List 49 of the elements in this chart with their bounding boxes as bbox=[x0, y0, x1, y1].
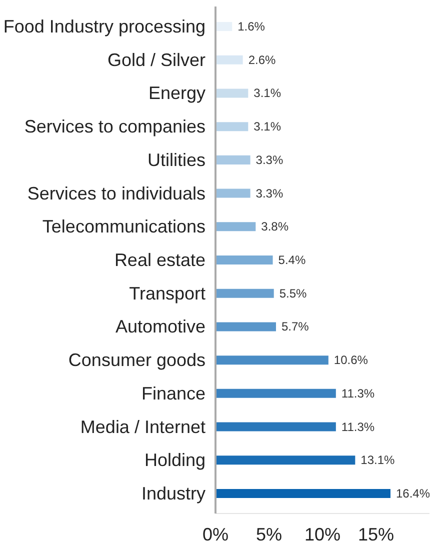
y-tick-label: Energy bbox=[148, 83, 206, 104]
data-label: 13.1% bbox=[360, 453, 396, 468]
data-label: 3.3% bbox=[256, 152, 284, 167]
data-label: 1.6% bbox=[238, 20, 266, 34]
bar bbox=[216, 188, 252, 199]
data-label: 3.8% bbox=[261, 220, 289, 234]
y-tick-label: Services to companies bbox=[24, 116, 206, 137]
data-label: 5.4% bbox=[278, 253, 306, 267]
y-tick-label: Consumer goods bbox=[68, 350, 206, 370]
data-label: 3.1% bbox=[254, 120, 282, 134]
y-tick-label: Services to individuals bbox=[27, 183, 206, 204]
bar bbox=[216, 421, 337, 432]
bar bbox=[216, 388, 337, 399]
bar bbox=[216, 54, 244, 66]
bar bbox=[216, 454, 356, 466]
data-label: 11.3% bbox=[341, 386, 375, 400]
data-label: 5.7% bbox=[281, 320, 310, 334]
x-tick-label: 10% bbox=[304, 524, 341, 544]
y-tick-label: Utilities bbox=[147, 150, 206, 170]
y-tick-label: Food Industry processing bbox=[3, 16, 206, 37]
y-tick-label: Telecommunications bbox=[42, 216, 206, 237]
bar bbox=[216, 354, 330, 366]
bar bbox=[216, 254, 274, 266]
data-label: 5.5% bbox=[279, 286, 308, 300]
y-tick-label: Transport bbox=[129, 283, 206, 304]
bar bbox=[216, 88, 250, 99]
bar bbox=[216, 321, 277, 332]
y-tick-label: Holding bbox=[144, 450, 206, 470]
data-label: 3.3% bbox=[256, 186, 284, 200]
y-tick-label: Industry bbox=[141, 483, 206, 504]
bar bbox=[216, 121, 250, 132]
bar bbox=[216, 154, 252, 166]
x-tick-label: 15% bbox=[358, 524, 394, 544]
x-tick-label: 5% bbox=[256, 524, 282, 544]
data-label: 3.1% bbox=[254, 86, 282, 100]
bar bbox=[216, 21, 234, 32]
y-tick-label: Finance bbox=[141, 383, 206, 404]
y-tick-label: Real estate bbox=[114, 250, 206, 270]
bar bbox=[216, 488, 392, 499]
data-label: 2.6% bbox=[248, 52, 276, 67]
bar bbox=[216, 288, 275, 299]
x-tick-label: 0% bbox=[202, 524, 229, 544]
y-tick-label: Media / Internet bbox=[80, 416, 206, 437]
y-tick-label: Automotive bbox=[115, 316, 206, 337]
bar bbox=[216, 221, 257, 232]
data-label: 11.3% bbox=[341, 420, 375, 434]
y-tick-label: Gold / Silver bbox=[107, 50, 206, 70]
data-label: 16.4% bbox=[396, 486, 430, 500]
data-label: 10.6% bbox=[334, 353, 368, 368]
